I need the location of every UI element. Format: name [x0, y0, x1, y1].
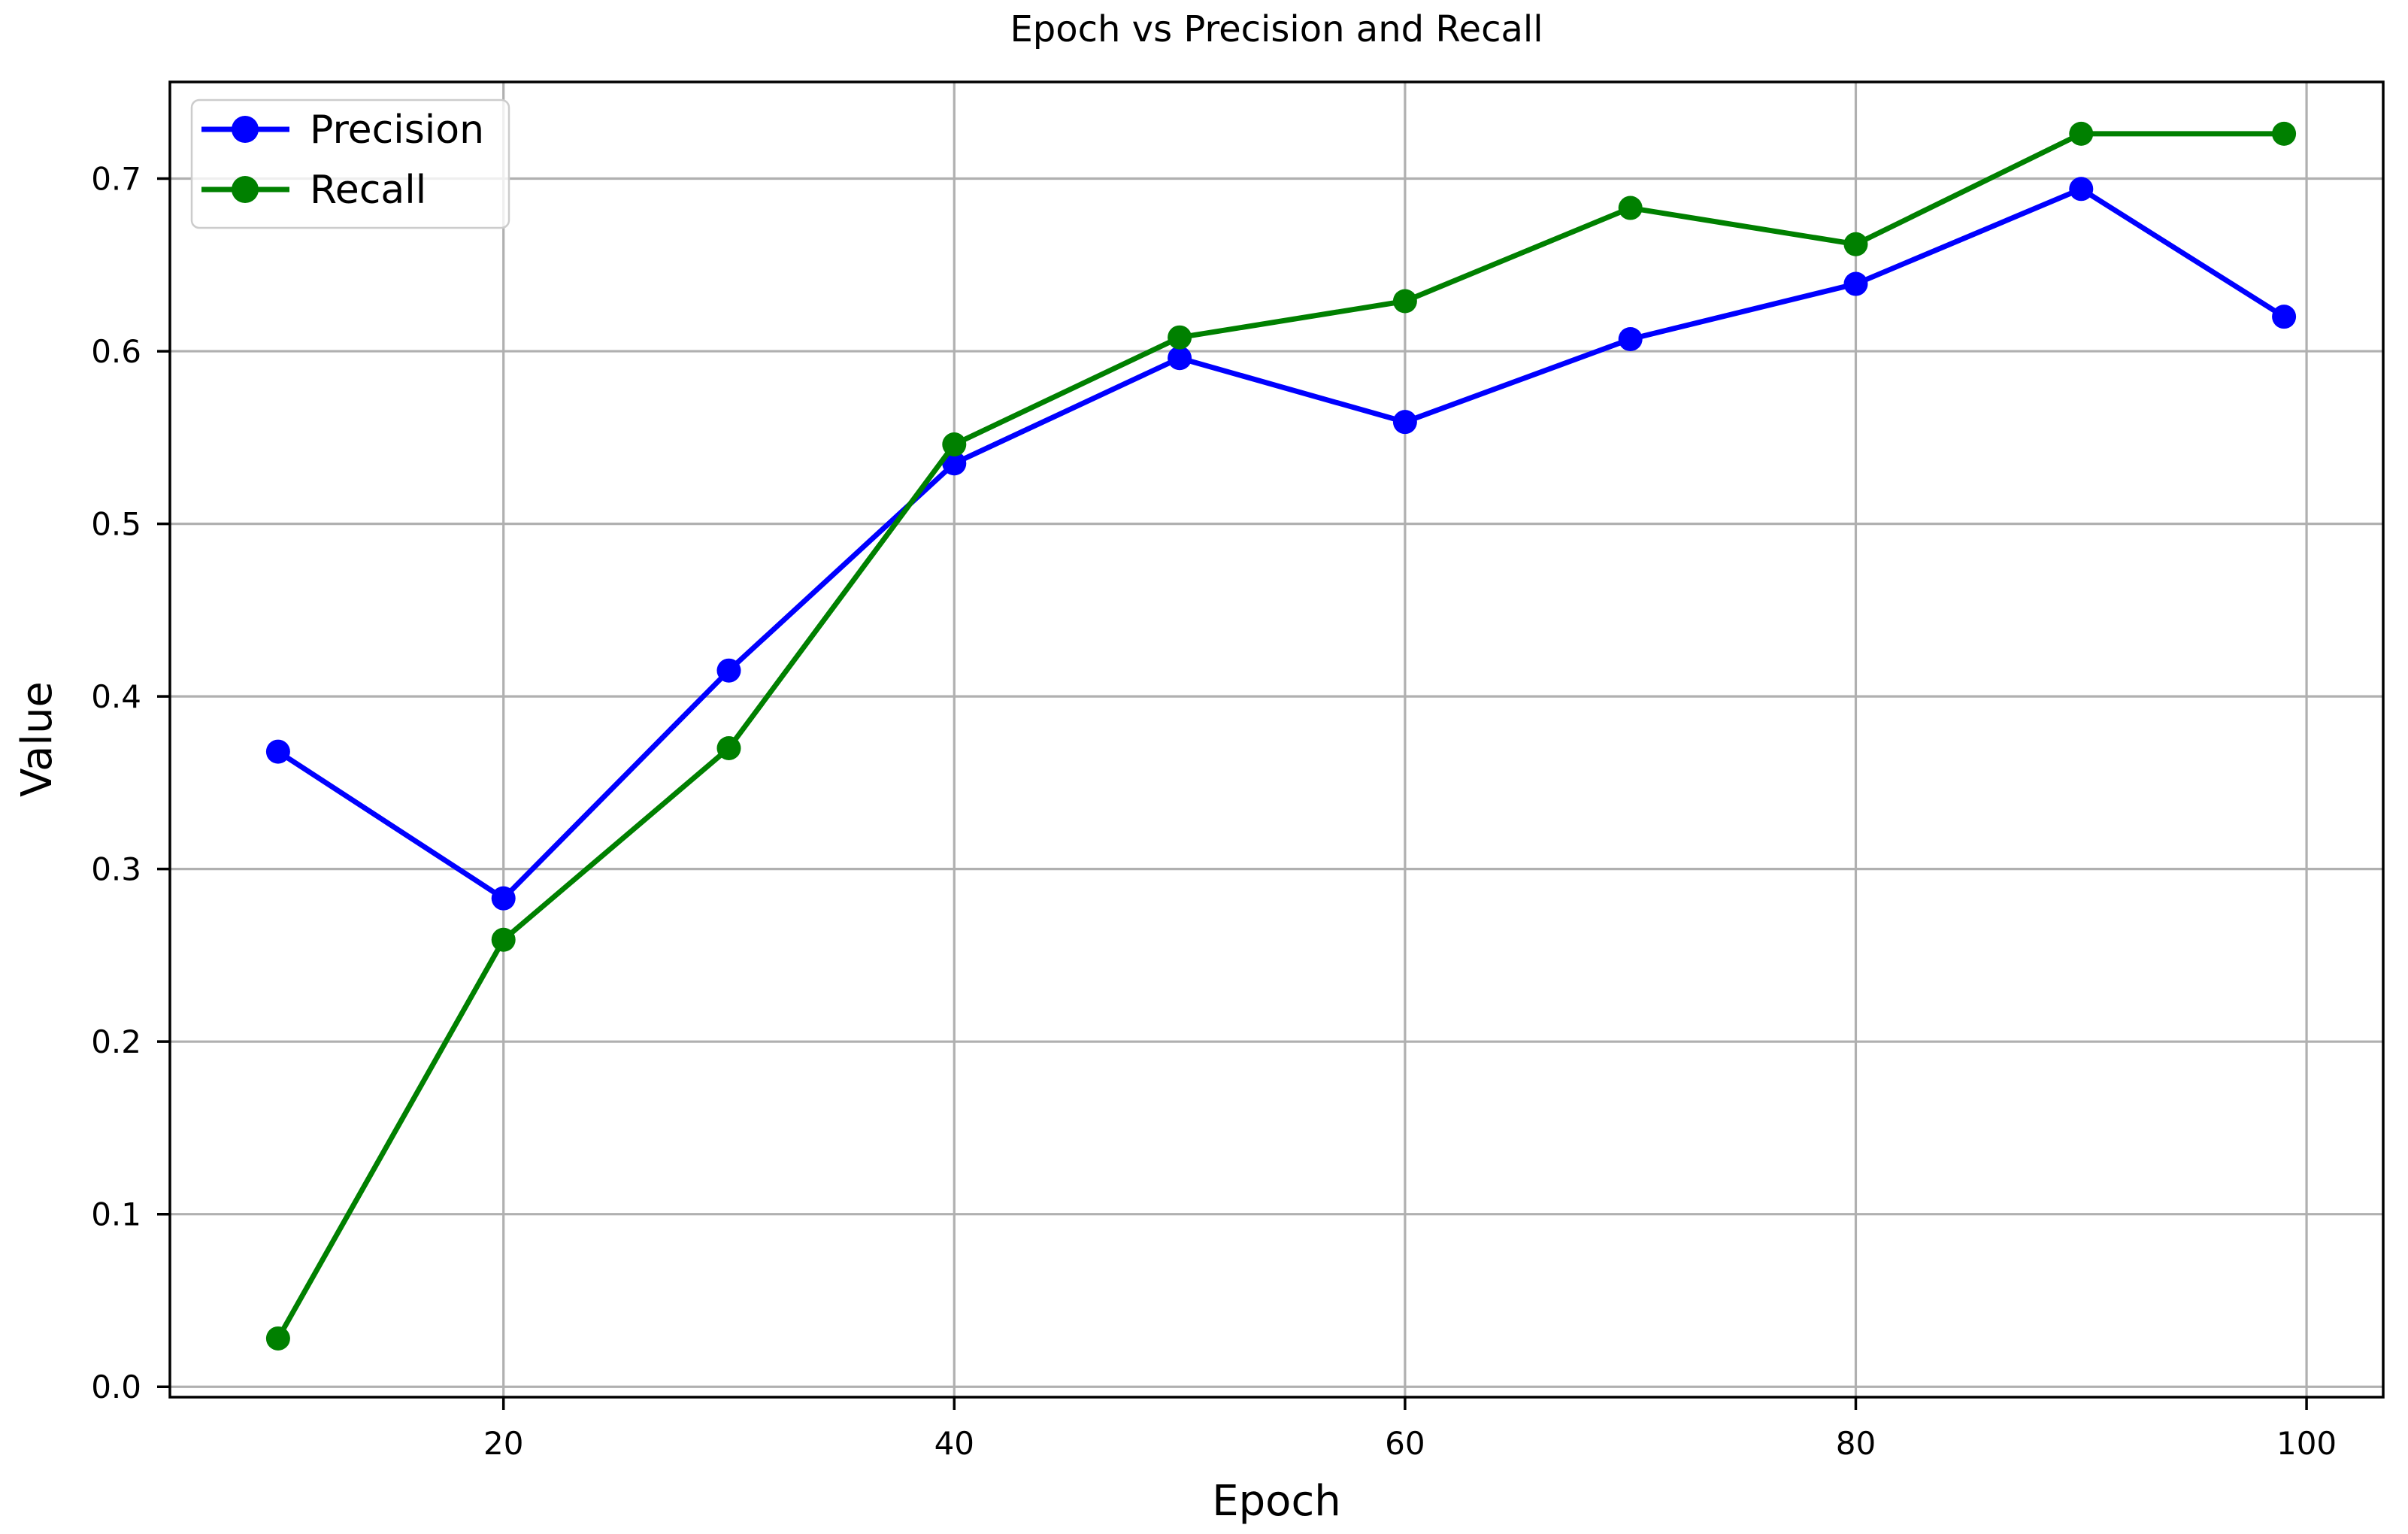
- legend-marker: [232, 116, 259, 143]
- x-tick-label: 100: [2276, 1425, 2337, 1462]
- data-point-precision: [2272, 305, 2297, 329]
- data-point-precision: [1843, 271, 1868, 296]
- data-point-precision: [491, 886, 516, 911]
- data-point-recall: [716, 735, 741, 760]
- data-point-recall: [942, 432, 967, 457]
- y-axis-label: Value: [13, 681, 62, 797]
- legend-marker: [232, 176, 259, 203]
- y-tick-label: 0.6: [91, 333, 141, 370]
- data-point-precision: [1618, 326, 1643, 351]
- y-tick-label: 0.3: [91, 851, 141, 888]
- data-point-recall: [491, 927, 516, 952]
- y-tick-label: 0.0: [91, 1369, 141, 1405]
- data-point-recall: [1168, 325, 1192, 350]
- data-point-precision: [716, 658, 741, 683]
- data-point-precision: [1392, 410, 1417, 435]
- data-point-recall: [2272, 121, 2297, 146]
- data-point-precision: [2069, 177, 2094, 202]
- series-lines: [265, 121, 2297, 1351]
- legend: Precision Recall: [190, 99, 510, 229]
- series-line-recall: [275, 131, 2287, 1341]
- x-tick-label: 40: [934, 1425, 974, 1462]
- x-tick-label: 60: [1385, 1425, 1425, 1462]
- data-point-precision: [942, 451, 967, 476]
- x-tick-label: 80: [1836, 1425, 1876, 1462]
- y-tick-label: 0.5: [91, 506, 141, 543]
- legend-label-precision: Precision: [310, 108, 484, 153]
- data-point-recall: [1618, 196, 1643, 220]
- x-tick-label: 20: [483, 1425, 523, 1462]
- data-point-recall: [1843, 232, 1868, 256]
- legend-entry-precision: Precision: [201, 108, 484, 153]
- data-point-precision: [265, 739, 290, 764]
- data-point-recall: [1392, 289, 1417, 314]
- x-axis-label: Epoch: [1212, 1477, 1340, 1526]
- y-tick-label: 0.1: [91, 1196, 141, 1233]
- axis-ticks: 20 40 60 80 100 0.0 0.1 0.2 0.3 0.4 0.5 0.6 0.7: [91, 161, 2337, 1462]
- y-tick-label: 0.7: [91, 161, 141, 198]
- legend-label-recall: Recall: [310, 168, 426, 213]
- data-point-recall: [2069, 121, 2094, 146]
- gridlines: [170, 82, 2383, 1397]
- plot-border: [168, 80, 2385, 1399]
- data-point-recall: [265, 1326, 290, 1351]
- series-line-precision: [275, 186, 2287, 902]
- data-point-precision: [1168, 346, 1192, 371]
- chart-title: Epoch vs Precision and Recall: [1010, 8, 1543, 50]
- legend-entry-recall: Recall: [201, 168, 426, 213]
- y-tick-label: 0.2: [91, 1023, 141, 1060]
- y-tick-label: 0.4: [91, 678, 141, 715]
